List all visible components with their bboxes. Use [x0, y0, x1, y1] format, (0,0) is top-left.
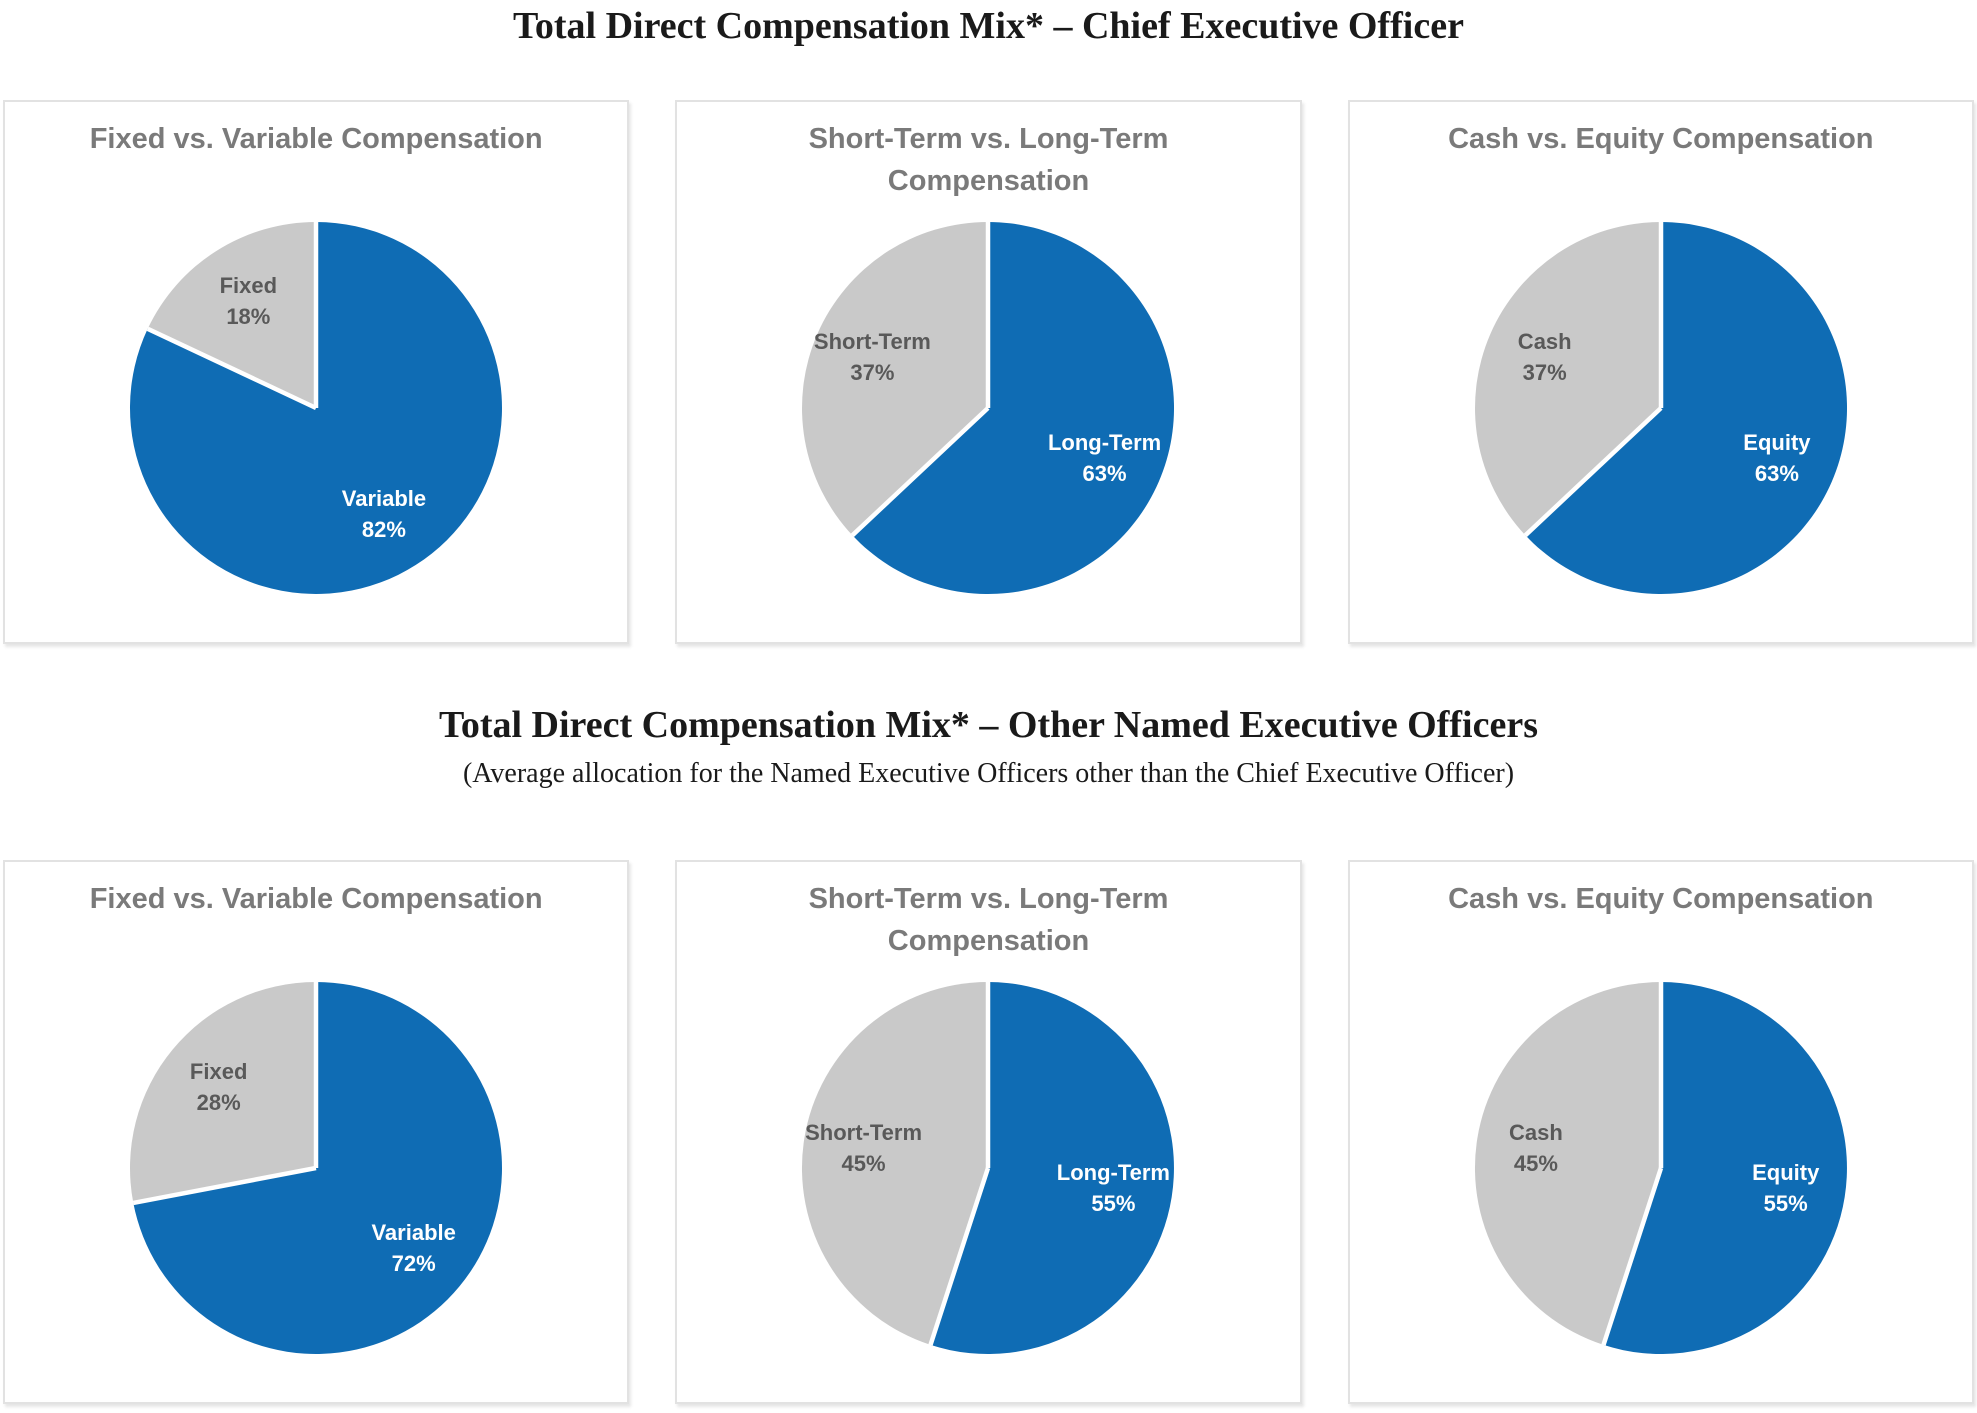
pie-label-short-term: Short-Term 37%: [814, 326, 931, 388]
pie-label-name: Fixed: [189, 1059, 248, 1085]
section-neo-heading: Total Direct Compensation Mix* – Other N…: [438, 703, 1538, 746]
pie-label-value: 82%: [361, 517, 406, 543]
neo-charts-row: Fixed vs. Variable Compensation Variable…: [0, 859, 1977, 1404]
pie-label-value: 37%: [850, 360, 895, 386]
chart-panel-cash-equity-ceo: Cash vs. Equity Compensation Equity 63% Ca…: [1347, 99, 1974, 644]
pie-slice-cash: [1474, 221, 1661, 535]
chart-panel-cash-equity-neo: Cash vs. Equity Compensation Equity 55% Ca…: [1347, 859, 1974, 1404]
chart-title-fixed-variable-neo: Fixed vs. Variable Compensation: [89, 882, 543, 915]
pie-chart: [130, 221, 503, 594]
pie-label-name: Fixed: [219, 272, 278, 298]
section-ceo-heading: Total Direct Compensation Mix* – Chief E…: [513, 5, 1464, 47]
pie-label-name: Cash: [1509, 1120, 1563, 1146]
pie-slice-fixed: [147, 221, 317, 408]
pie-label-equity: Equity 55%: [1752, 1157, 1819, 1219]
chart-title-cash-equity-ceo: Cash vs. Equity Compensation: [1448, 122, 1874, 155]
pie-chart: [802, 221, 1175, 594]
pie-label-name: Equity: [1743, 429, 1811, 455]
pie-label-value: 37%: [1522, 360, 1567, 386]
pie-label-value: 72%: [391, 1251, 436, 1277]
pie-label-name: Short-Term: [813, 329, 931, 355]
pie-label-variable: Variable 72%: [371, 1217, 455, 1279]
pie-label-value: 55%: [1091, 1190, 1136, 1216]
pie-label-name: Variable: [371, 1220, 456, 1246]
pie-short-long-ceo: Long-Term 63% Short-Term 37%: [800, 220, 1176, 596]
chart-title-fixed-variable-ceo: Fixed vs. Variable Compensation: [89, 122, 543, 155]
slice-separator: [133, 1165, 317, 1206]
pie-slice-long-term: [930, 981, 1175, 1354]
pie-fixed-variable-neo: Variable 72% Fixed 28%: [128, 980, 504, 1356]
slice-separator: [146, 326, 318, 410]
pie-label-name: Long-Term: [1056, 1159, 1170, 1185]
pie-slice-equity: [1603, 981, 1847, 1354]
slice-separator: [851, 405, 991, 537]
pie-label-name: Cash: [1517, 329, 1572, 355]
pie-label-value: 28%: [196, 1090, 241, 1116]
pie-fixed-variable-ceo: Variable 82% Fixed 18%: [128, 220, 504, 596]
pie-label-fixed: Fixed 28%: [190, 1056, 247, 1118]
chart-title-short-long-neo: Short-Term vs. Long-Term Compensation: [808, 882, 1169, 957]
ceo-charts-row: Fixed vs. Variable Compensation Variable…: [0, 99, 1977, 644]
pie-slice-long-term: [852, 221, 1175, 594]
chart-panel-short-long-neo: Short-Term vs. Long-Term Compensation Lo…: [675, 859, 1302, 1404]
pie-short-long-neo: Long-Term 55% Short-Term 45%: [800, 980, 1176, 1356]
pie-slice-short-term: [802, 221, 989, 535]
pie-label-value: 45%: [841, 1151, 886, 1177]
pie-label-variable: Variable 82%: [342, 483, 426, 545]
pie-label-value: 45%: [1513, 1151, 1558, 1177]
pie-chart: [1474, 221, 1847, 594]
slice-separator: [1523, 405, 1663, 537]
pie-chart: [802, 981, 1175, 1354]
pie-label-name: Equity: [1752, 1159, 1820, 1185]
pie-label-value: 63%: [1754, 460, 1799, 486]
chart-panel-fixed-variable-ceo: Fixed vs. Variable Compensation Variable…: [3, 99, 630, 644]
pie-label-value: 18%: [226, 303, 271, 329]
pie-chart: [130, 981, 503, 1354]
section-neo-subheading: (Average allocation for the Named Execut…: [462, 758, 1515, 790]
pie-label-name: Variable: [341, 486, 427, 512]
pie-label-long-term: Long-Term 55%: [1057, 1157, 1170, 1219]
pie-label-cash: Cash 45%: [1509, 1117, 1563, 1179]
pie-label-long-term: Long-Term 63%: [1048, 427, 1161, 489]
pie-label-name: Short-Term: [805, 1120, 923, 1146]
pie-slice-fixed: [130, 981, 317, 1203]
chart-title-cash-equity-neo: Cash vs. Equity Compensation: [1448, 882, 1874, 915]
pie-label-equity: Equity 63%: [1743, 427, 1810, 489]
slice-separator: [928, 1167, 991, 1346]
pie-slice-short-term: [802, 981, 989, 1345]
slice-separator: [1601, 1167, 1663, 1346]
pie-label-name: Long-Term: [1047, 429, 1162, 455]
pie-slice-cash: [1474, 981, 1661, 1345]
pie-cash-equity-ceo: Equity 63% Cash 37%: [1473, 220, 1849, 596]
pie-label-fixed: Fixed 18%: [220, 270, 277, 332]
pie-slice-equity: [1525, 221, 1847, 594]
chart-title-short-long-ceo: Short-Term vs. Long-Term Compensation: [808, 122, 1169, 197]
pie-label-value: 55%: [1763, 1190, 1808, 1216]
pie-label-value: 63%: [1082, 460, 1127, 486]
pie-cash-equity-neo: Equity 55% Cash 45%: [1473, 980, 1849, 1356]
pie-label-short-term: Short-Term 45%: [805, 1117, 922, 1179]
chart-panel-short-long-ceo: Short-Term vs. Long-Term Compensation Lo…: [675, 99, 1302, 644]
pie-label-cash: Cash 37%: [1518, 326, 1572, 388]
pie-chart: [1474, 981, 1847, 1354]
chart-panel-fixed-variable-neo: Fixed vs. Variable Compensation Variable…: [3, 859, 630, 1404]
